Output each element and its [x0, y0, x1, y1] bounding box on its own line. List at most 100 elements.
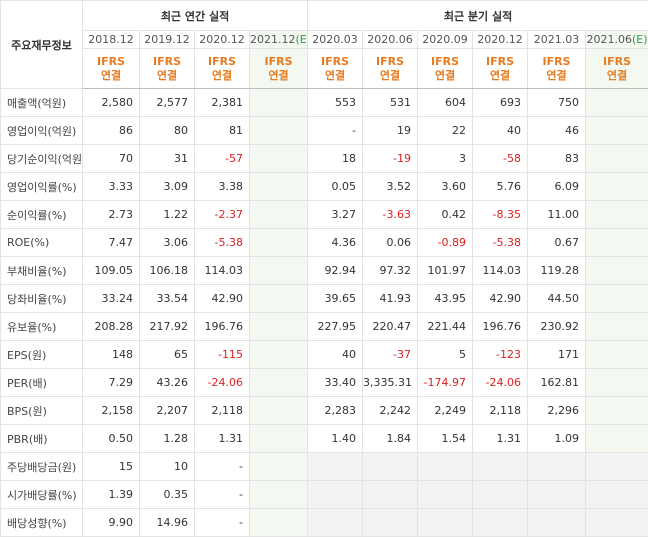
value-cell: 0.06: [362, 228, 419, 257]
value-cell: 2,249: [417, 396, 474, 425]
row-label: EPS(원): [0, 340, 83, 369]
value-cell: 81: [194, 116, 250, 145]
period-header: 2020.06: [362, 30, 419, 49]
accounting-standard: IFRS: [603, 54, 632, 68]
value-cell: 101.97: [417, 256, 474, 285]
empty-cell: [585, 284, 648, 313]
empty-cell: [585, 340, 648, 369]
period-date: 2021.12: [250, 33, 296, 46]
value-cell: 1.40: [307, 424, 364, 453]
value-cell: 3.38: [194, 172, 250, 201]
empty-cell: [585, 256, 648, 285]
value-cell: 80: [139, 116, 195, 145]
period-date: 2018.12: [88, 33, 134, 46]
empty-cell: [248, 256, 309, 285]
standard-header: IFRS 연결: [194, 48, 250, 89]
standard-header: IFRS 연결: [585, 48, 648, 89]
value-cell: 3,335.31: [362, 368, 419, 397]
period-date: 2020.03: [312, 33, 358, 46]
value-cell: 114.03: [194, 256, 250, 285]
empty-cell: [248, 424, 309, 453]
empty-cell: [307, 452, 364, 481]
value-cell: 33.40: [307, 368, 364, 397]
value-cell: 1.39: [82, 480, 140, 509]
value-cell: 553: [307, 88, 364, 117]
empty-cell: [585, 452, 648, 481]
value-cell: 44.50: [527, 284, 587, 313]
empty-cell: [472, 508, 529, 537]
value-cell: 14.96: [139, 508, 195, 537]
empty-cell: [527, 480, 587, 509]
value-cell: 196.76: [194, 312, 250, 341]
empty-cell: [248, 508, 309, 537]
row-label: 주당배당금(원): [0, 452, 83, 481]
value-cell: -115: [194, 340, 250, 369]
period-date: 2021.03: [533, 33, 580, 46]
consolidation-basis: 연결: [324, 68, 346, 82]
group-header: 최근 연간 실적: [81, 0, 309, 31]
value-cell: -: [194, 508, 250, 537]
value-cell: -24.06: [472, 368, 529, 397]
empty-cell: [307, 508, 364, 537]
row-label: BPS(원): [0, 396, 83, 425]
accounting-standard: IFRS: [486, 54, 515, 68]
period-date: 2020.12: [199, 33, 245, 46]
empty-cell: [248, 116, 309, 145]
table-head: 주요재무정보 최근 연간 실적 최근 분기 실적 2018.12 2019.12 2020…: [0, 0, 648, 89]
value-cell: 2,283: [307, 396, 364, 425]
value-cell: 43.95: [417, 284, 474, 313]
data-row: 시가배당률(%) 1.39 0.35-: [0, 480, 648, 509]
value-cell: -8.35: [472, 200, 529, 229]
accounting-standard: IFRS: [376, 54, 405, 68]
standard-header: IFRS 연결: [248, 48, 309, 89]
period-header: 2019.12: [139, 30, 195, 49]
group-header: 최근 분기 실적: [307, 0, 648, 31]
value-cell: 2,577: [139, 88, 195, 117]
accounting-standard: IFRS: [153, 54, 181, 68]
row-label: 매출액(억원): [0, 88, 83, 117]
value-cell: 10: [139, 452, 195, 481]
empty-cell: [417, 480, 474, 509]
estimate-flag: (E): [295, 33, 307, 46]
row-label: 당기순이익(억원): [0, 144, 83, 173]
consolidation-basis: 연결: [156, 68, 178, 82]
period-date: 2020.06: [367, 33, 413, 46]
consolidation-basis: 연결: [268, 68, 289, 82]
value-cell: -3.63: [362, 200, 419, 229]
value-cell: 531: [362, 88, 419, 117]
value-cell: -: [194, 480, 250, 509]
empty-cell: [248, 396, 309, 425]
value-cell: -174.97: [417, 368, 474, 397]
value-cell: 22: [417, 116, 474, 145]
empty-cell: [472, 480, 529, 509]
value-cell: 1.54: [417, 424, 474, 453]
value-cell: 2,580: [82, 88, 140, 117]
value-cell: 11.00: [527, 200, 587, 229]
header-row: IFRS 연결 IFRS 연결 IFRS 연결 IFRS 연결 IFRS 연결 IFRS 연결 IFRS…: [1, 48, 648, 89]
empty-cell: [585, 312, 648, 341]
value-cell: 2,381: [194, 88, 250, 117]
consolidation-basis: 연결: [606, 68, 628, 82]
corner-header: 주요재무정보: [0, 0, 83, 89]
value-cell: 227.95: [307, 312, 364, 341]
empty-cell: [585, 200, 648, 229]
empty-cell: [307, 480, 364, 509]
standard-header: IFRS 연결: [139, 48, 195, 89]
row-label: 부채비율(%): [0, 256, 83, 285]
value-cell: 2,296: [527, 396, 587, 425]
empty-cell: [417, 452, 474, 481]
period-date: 2021.06: [586, 33, 632, 46]
value-cell: 5: [417, 340, 474, 369]
empty-cell: [585, 172, 648, 201]
header-row: 주요재무정보 최근 연간 실적 최근 분기 실적: [0, 0, 648, 89]
data-row: 영업이익(억원) 86 80 81 -19 22 40 46: [0, 116, 648, 145]
value-cell: -37: [362, 340, 419, 369]
empty-cell: [248, 172, 309, 201]
consolidation-basis: 연결: [100, 68, 122, 82]
empty-cell: [362, 508, 419, 537]
value-cell: 171: [527, 340, 587, 369]
row-label: 유보율(%): [0, 312, 83, 341]
value-cell: 119.28: [527, 256, 587, 285]
data-row: ROE(%) 7.47 3.06 -5.38 4.36 0.06 -0.89 -5.38 0.6…: [0, 228, 648, 257]
empty-cell: [527, 452, 587, 481]
